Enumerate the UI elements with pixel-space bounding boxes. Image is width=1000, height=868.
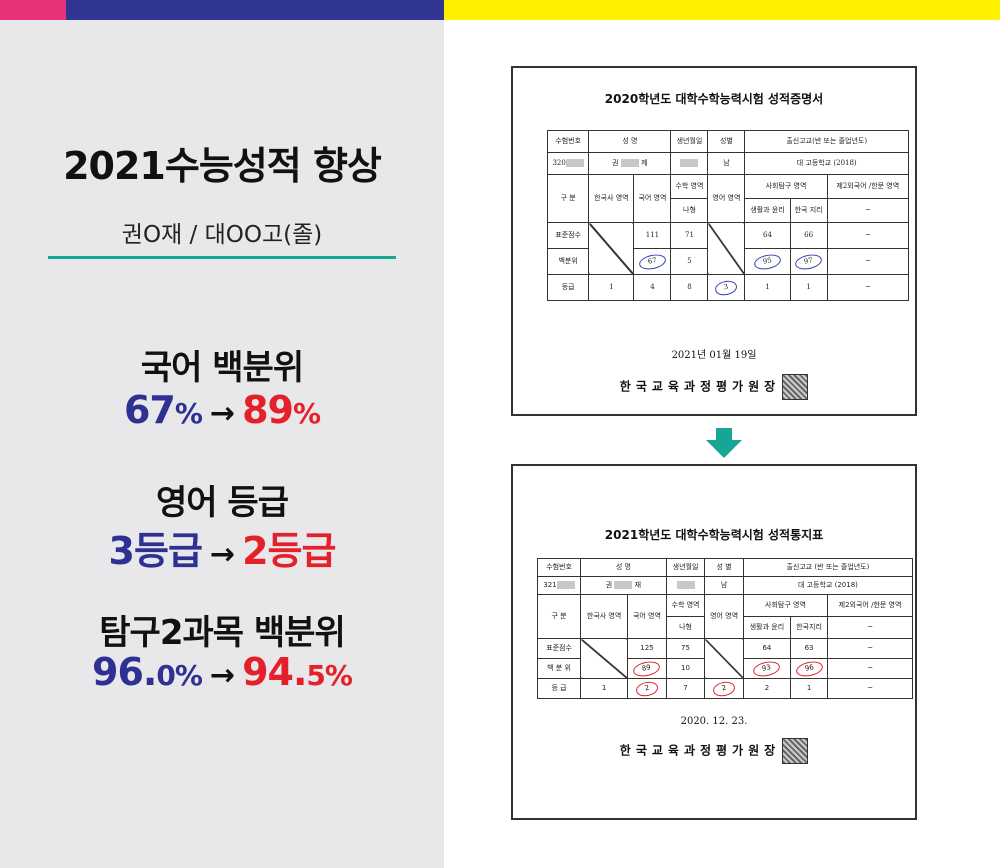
stat-value-inquiry: 96.0% → 94.5% bbox=[92, 650, 353, 694]
circled-score: 96 bbox=[794, 659, 824, 678]
top-bar-pink-segment bbox=[0, 0, 66, 20]
before-value: 96. bbox=[92, 650, 157, 694]
circled-score: 3 bbox=[714, 278, 739, 297]
circled-score: 93 bbox=[752, 659, 782, 678]
top-color-bar bbox=[0, 0, 1000, 20]
redacted-mark bbox=[556, 581, 575, 590]
right-arrow-icon: → bbox=[209, 537, 235, 572]
circled-score: 97 bbox=[794, 252, 824, 271]
doc-title: 2020학년도 대학수학능력시험 성적증명서 bbox=[604, 92, 824, 106]
score-report-2021: 2021학년도 대학수학능력시험 성적통지표 수험번호 성 명 생년월일 성 별… bbox=[511, 464, 917, 820]
circled-score: 2 bbox=[711, 679, 737, 698]
score-table: 수험번호 성 명 생년월일 성별 출신고교(반 또는 졸업년도) 320 권 제… bbox=[546, 130, 910, 301]
down-arrow-icon bbox=[706, 428, 742, 458]
redacted-mark bbox=[565, 159, 584, 168]
score-table: 수험번호 성 명 생년월일 성 별 출신고교 (반 또는 졸업년도) 321 권… bbox=[536, 558, 914, 699]
top-bar-navy-segment bbox=[66, 0, 444, 20]
left-summary-panel bbox=[0, 20, 444, 868]
circled-score: 89 bbox=[632, 659, 662, 678]
stat-label-english: 영어 등급 bbox=[156, 483, 289, 523]
official-seal-icon bbox=[782, 374, 809, 400]
before-value: 3등급 bbox=[108, 529, 203, 573]
redacted-mark bbox=[620, 159, 639, 168]
title-divider bbox=[48, 256, 396, 259]
redacted-mark bbox=[676, 581, 695, 590]
before-value: 67 bbox=[123, 388, 176, 432]
main-title: 2021수능성적 향상 bbox=[63, 144, 382, 188]
circled-score: 95 bbox=[752, 252, 783, 271]
top-bar-yellow-segment bbox=[444, 0, 1000, 20]
redacted-mark bbox=[680, 159, 699, 168]
stat-label-inquiry: 탐구2과목 백분위 bbox=[99, 613, 345, 653]
after-value: 94. bbox=[242, 650, 307, 694]
student-info: 권O재 / 대OO고(졸) bbox=[121, 222, 323, 248]
circled-score: 2 bbox=[634, 679, 660, 698]
issuer: 한국교육과정평가원장 bbox=[513, 738, 915, 764]
stat-label-korean: 국어 백분위 bbox=[140, 348, 304, 388]
circled-score: 67 bbox=[637, 252, 668, 271]
after-value: 89 bbox=[242, 388, 294, 432]
right-arrow-icon: → bbox=[209, 396, 235, 431]
after-value: 2등급 bbox=[242, 529, 336, 573]
doc-date: 2020. 12. 23. bbox=[680, 716, 748, 727]
right-arrow-icon: → bbox=[209, 658, 235, 693]
doc-date: 2021년 01월 19일 bbox=[671, 350, 757, 361]
stat-value-english: 3등급 → 2등급 bbox=[0, 520, 444, 575]
redacted-mark bbox=[614, 581, 633, 590]
issuer: 한국교육과정평가원장 bbox=[513, 374, 915, 400]
score-certificate-2020: 2020학년도 대학수학능력시험 성적증명서 수험번호 성 명 생년월일 성별 … bbox=[511, 66, 917, 416]
official-seal-icon bbox=[782, 738, 809, 764]
stat-value-korean: 67% → 89% bbox=[123, 388, 321, 432]
doc-title: 2021학년도 대학수학능력시험 성적통지표 bbox=[604, 528, 824, 542]
